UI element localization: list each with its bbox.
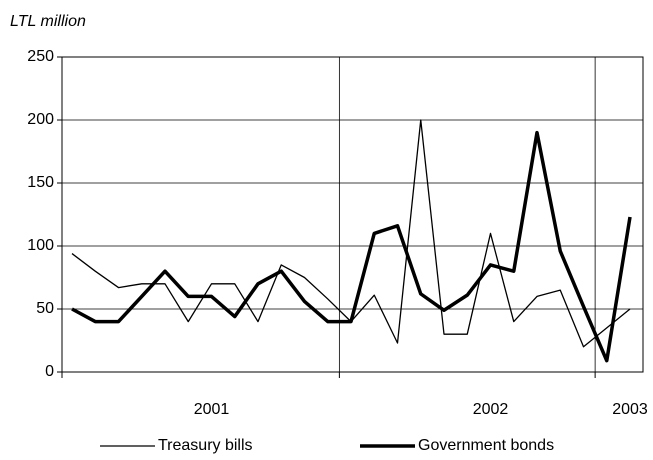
y-tick-label: 150 — [27, 174, 54, 191]
y-tick-label: 250 — [27, 48, 54, 65]
y-tick-label: 50 — [36, 300, 54, 317]
y-tick-label: 0 — [45, 363, 54, 380]
legend-label: Government bonds — [418, 437, 554, 454]
x-tick-label: 2001 — [194, 401, 230, 418]
plot-frame — [61, 56, 644, 373]
y-tick-label: 200 — [27, 111, 54, 128]
legend-label: Treasury bills — [158, 437, 253, 454]
x-tick-label: 2003 — [612, 401, 648, 418]
series-line — [71, 119, 631, 348]
y-tick-label: 100 — [27, 237, 54, 254]
x-tick-label: 2002 — [473, 401, 509, 418]
y-axis-label: LTL million — [10, 13, 86, 30]
series-line — [71, 130, 632, 363]
